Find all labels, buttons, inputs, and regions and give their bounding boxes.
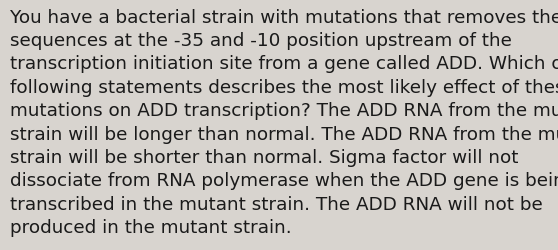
Text: strain will be longer than normal. The ADD RNA from the mutant: strain will be longer than normal. The A…: [10, 125, 558, 143]
Text: transcription initiation site from a gene called ADD. Which of the: transcription initiation site from a gen…: [10, 55, 558, 73]
Text: You have a bacterial strain with mutations that removes the: You have a bacterial strain with mutatio…: [10, 9, 558, 27]
Text: transcribed in the mutant strain. The ADD RNA will not be: transcribed in the mutant strain. The AD…: [10, 195, 543, 213]
Text: dissociate from RNA polymerase when the ADD gene is being: dissociate from RNA polymerase when the …: [10, 172, 558, 190]
Text: strain will be shorter than normal. Sigma factor will not: strain will be shorter than normal. Sigm…: [10, 148, 518, 166]
Text: following statements describes the most likely effect of these: following statements describes the most …: [10, 78, 558, 96]
Text: mutations on ADD transcription? The ADD RNA from the mutant: mutations on ADD transcription? The ADD …: [10, 102, 558, 120]
Text: produced in the mutant strain.: produced in the mutant strain.: [10, 218, 292, 236]
Text: sequences at the -35 and -10 position upstream of the: sequences at the -35 and -10 position up…: [10, 32, 512, 50]
